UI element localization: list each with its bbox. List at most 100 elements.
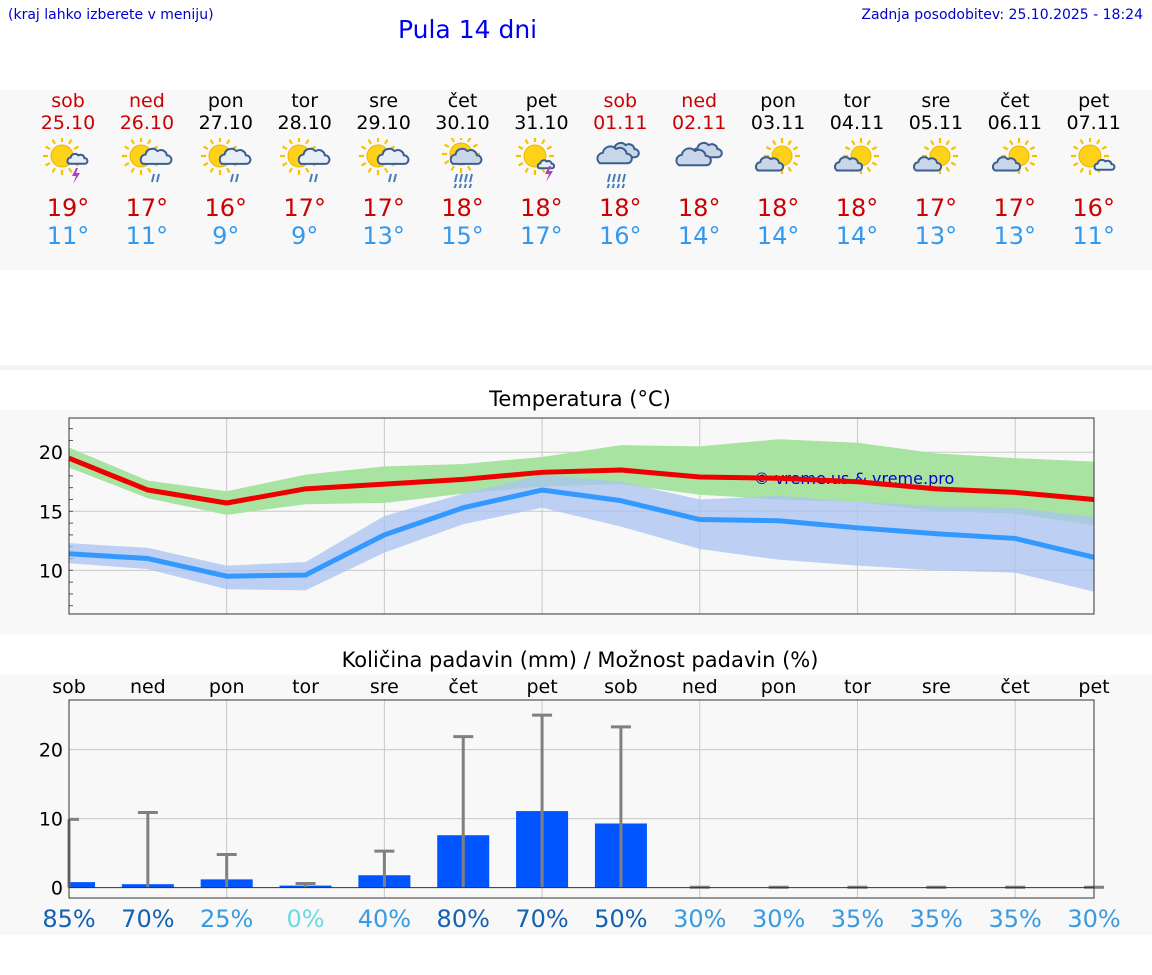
x-category-label: sre bbox=[370, 676, 399, 698]
day-column: sre 29.10 17° 13° bbox=[344, 90, 424, 250]
day-column: pet 07.11 16° 11° bbox=[1054, 90, 1134, 250]
day-column: sob 01.11 18° 16° bbox=[580, 90, 660, 250]
max-temp: 18° bbox=[599, 194, 642, 222]
min-temp: 15° bbox=[441, 222, 484, 250]
y-tick-label: 20 bbox=[39, 442, 63, 464]
sun-small-cloud-icon bbox=[1070, 138, 1116, 175]
day-column: čet 06.11 17° 13° bbox=[975, 90, 1055, 250]
precip-bar bbox=[69, 882, 95, 888]
day-date: 05.11 bbox=[908, 112, 964, 134]
partly-cloudy-icon bbox=[991, 138, 1037, 174]
precip-probability: 30% bbox=[673, 905, 726, 933]
max-temp: 17° bbox=[914, 194, 958, 222]
x-category-label: pet bbox=[1078, 676, 1109, 698]
day-name: sre bbox=[369, 90, 399, 112]
precip-probability: 85% bbox=[42, 905, 95, 933]
partly-cloudy-icon bbox=[912, 138, 958, 174]
day-column: sre 05.11 17° 13° bbox=[896, 90, 976, 250]
day-name: ned bbox=[681, 90, 718, 112]
y-tick-label: 15 bbox=[39, 501, 63, 523]
precip-probability: 50% bbox=[594, 905, 647, 933]
min-temp: 13° bbox=[993, 222, 1037, 250]
day-name: pet bbox=[1078, 90, 1110, 112]
min-temp: 14° bbox=[835, 222, 879, 250]
sun-cloud-rain-icon bbox=[358, 138, 410, 183]
cloud-heavy-rain-icon bbox=[596, 141, 641, 188]
sun-cloud-rain-icon bbox=[200, 138, 252, 183]
precip-probability: 30% bbox=[1067, 905, 1120, 933]
day-column: tor 28.10 17° 9° bbox=[265, 90, 345, 250]
x-category-label: ned bbox=[130, 676, 166, 698]
last-updated: Zadnja posodobitev: 25.10.2025 - 18:24 bbox=[861, 7, 1143, 23]
precip-probability: 80% bbox=[437, 905, 490, 933]
day-column: pet 31.10 18° 17° bbox=[501, 90, 581, 250]
y-tick-label: 10 bbox=[39, 809, 63, 831]
max-temp: 17° bbox=[125, 194, 169, 222]
x-category-label: pon bbox=[209, 676, 245, 698]
sun-cloud-heavy-rain-icon bbox=[441, 138, 482, 188]
day-date: 26.10 bbox=[119, 112, 175, 134]
min-temp: 13° bbox=[362, 222, 405, 250]
day-name: sre bbox=[921, 90, 951, 112]
x-category-label: sob bbox=[604, 676, 638, 698]
min-temp: 9° bbox=[212, 222, 240, 250]
y-tick-label: 0 bbox=[51, 878, 63, 900]
day-date: 04.11 bbox=[829, 112, 885, 134]
max-temp: 16° bbox=[1072, 194, 1115, 222]
temperature-chart-title: Temperatura (°C) bbox=[489, 387, 671, 411]
min-temp: 11° bbox=[1072, 222, 1115, 250]
max-temp: 18° bbox=[677, 194, 721, 222]
max-temp: 18° bbox=[441, 194, 484, 222]
day-column: ned 02.11 18° 14° bbox=[659, 90, 739, 250]
overcast-icon bbox=[675, 141, 723, 167]
day-name: ned bbox=[128, 90, 165, 112]
min-temp: 11° bbox=[46, 222, 90, 250]
day-name: tor bbox=[843, 90, 871, 112]
min-temp: 9° bbox=[291, 222, 319, 250]
sun-thunder-icon bbox=[516, 138, 556, 182]
precip-probability: 0% bbox=[286, 905, 324, 933]
max-temp-line bbox=[68, 455, 1095, 506]
day-name: čet bbox=[447, 90, 478, 112]
min-temp: 17° bbox=[520, 222, 563, 250]
day-date: 28.10 bbox=[277, 112, 332, 134]
daily-forecast-strip: sob 25.10 19° 11° ned 26.10 17° 11° pon 27.10 16° 9… bbox=[0, 90, 1152, 270]
max-temp: 17° bbox=[362, 194, 405, 222]
day-column: pon 27.10 16° 9° bbox=[186, 90, 266, 250]
day-date: 03.11 bbox=[750, 112, 806, 134]
partly-cloudy-icon bbox=[833, 138, 879, 174]
y-tick-label: 10 bbox=[39, 560, 63, 582]
min-temp-line bbox=[68, 487, 1095, 579]
precip-probability: 30% bbox=[752, 905, 805, 933]
location-hint: (kraj lahko izberete v meniju) bbox=[8, 7, 214, 23]
day-date: 25.10 bbox=[40, 112, 96, 134]
x-category-label: tor bbox=[292, 676, 319, 698]
max-temp: 17° bbox=[283, 194, 326, 222]
min-temp: 11° bbox=[125, 222, 169, 250]
precip-probability: 35% bbox=[831, 905, 884, 933]
day-name: sob bbox=[603, 90, 638, 112]
x-category-label: pet bbox=[526, 676, 557, 698]
day-name: čet bbox=[1000, 90, 1030, 112]
precip-probability: 25% bbox=[200, 905, 253, 933]
day-name: sob bbox=[51, 90, 85, 112]
precip-probability: 70% bbox=[121, 905, 174, 933]
plot-frame bbox=[68, 699, 1095, 899]
min-temp: 13° bbox=[914, 222, 958, 250]
day-column: pon 03.11 18° 14° bbox=[738, 90, 818, 250]
x-category-label: čet bbox=[1000, 676, 1030, 698]
precip-probability: 35% bbox=[910, 905, 963, 933]
day-date: 02.11 bbox=[671, 112, 727, 134]
watermark: © vreme.us & vreme.pro bbox=[754, 469, 955, 488]
day-column: ned 26.10 17° 11° bbox=[107, 90, 187, 250]
y-tick-label: 20 bbox=[39, 740, 63, 762]
min-temp: 14° bbox=[756, 222, 800, 250]
day-date: 27.10 bbox=[198, 112, 253, 134]
min-temp: 14° bbox=[677, 222, 721, 250]
x-category-label: ned bbox=[682, 676, 718, 698]
precip-probability: 70% bbox=[515, 905, 568, 933]
x-category-label: sob bbox=[52, 676, 86, 698]
plot-area bbox=[69, 700, 1094, 898]
precipitation-chart-title: Količina padavin (mm) / Možnost padavin … bbox=[341, 648, 819, 672]
